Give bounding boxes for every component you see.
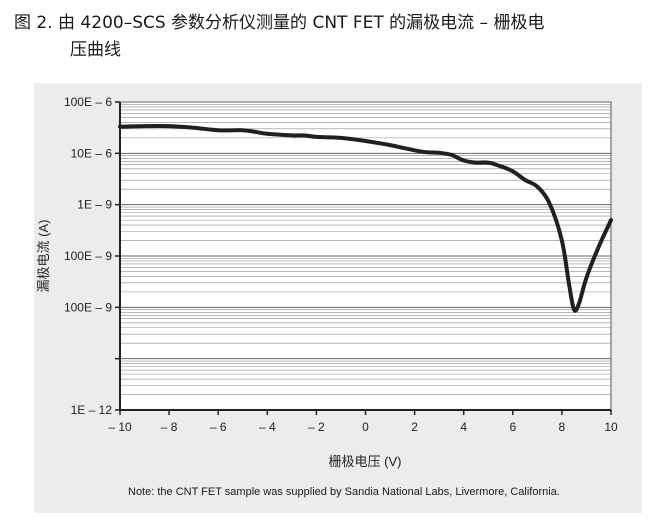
x-tick-label: – 2 bbox=[308, 420, 325, 434]
y-tick-label: 100E – 9 bbox=[64, 249, 112, 263]
minor-gridlines bbox=[120, 104, 611, 395]
x-tick-label: 0 bbox=[362, 420, 369, 434]
x-tick-label: 8 bbox=[559, 420, 566, 434]
y-axis-label: 漏极电流 (A) bbox=[36, 220, 51, 293]
y-tick-label: 100E – 9 bbox=[64, 300, 112, 314]
y-tick-label: 1E – 9 bbox=[77, 198, 112, 212]
y-tick-labels: 100E – 6 10E – 6 1E – 9 100E – 9 100E – 9 1E … bbox=[64, 95, 120, 417]
figure-caption: 图 2. 由 4200–SCS 参数分析仪测量的 CNT FET 的漏极电流 –… bbox=[14, 10, 654, 64]
x-tick-label: – 8 bbox=[161, 420, 178, 434]
y-tick-label: 10E – 6 bbox=[71, 146, 113, 160]
caption-line-1: 图 2. 由 4200–SCS 参数分析仪测量的 CNT FET 的漏极电流 –… bbox=[14, 13, 545, 33]
y-tick-label: 1E – 12 bbox=[71, 403, 113, 417]
x-tick-label: 10 bbox=[604, 420, 618, 434]
x-tick-label: 6 bbox=[509, 420, 516, 434]
x-tick-label: – 6 bbox=[210, 420, 227, 434]
caption-line-2: 压曲线 bbox=[70, 40, 121, 60]
x-tick-label: 2 bbox=[411, 420, 418, 434]
drain-current-curve bbox=[118, 123, 613, 313]
x-tick-label: – 4 bbox=[259, 420, 276, 434]
footnote: Note: the CNT FET sample was supplied by… bbox=[128, 486, 560, 498]
y-tick-label: 100E – 6 bbox=[64, 95, 112, 109]
x-tick-label: 4 bbox=[460, 420, 467, 434]
x-tick-labels: – 10 – 8 – 6 – 4 – 2 0 2 4 6 8 10 bbox=[108, 410, 618, 434]
x-axis-label: 栅极电压 (V) bbox=[329, 454, 402, 469]
x-tick-label: – 10 bbox=[108, 420, 132, 434]
